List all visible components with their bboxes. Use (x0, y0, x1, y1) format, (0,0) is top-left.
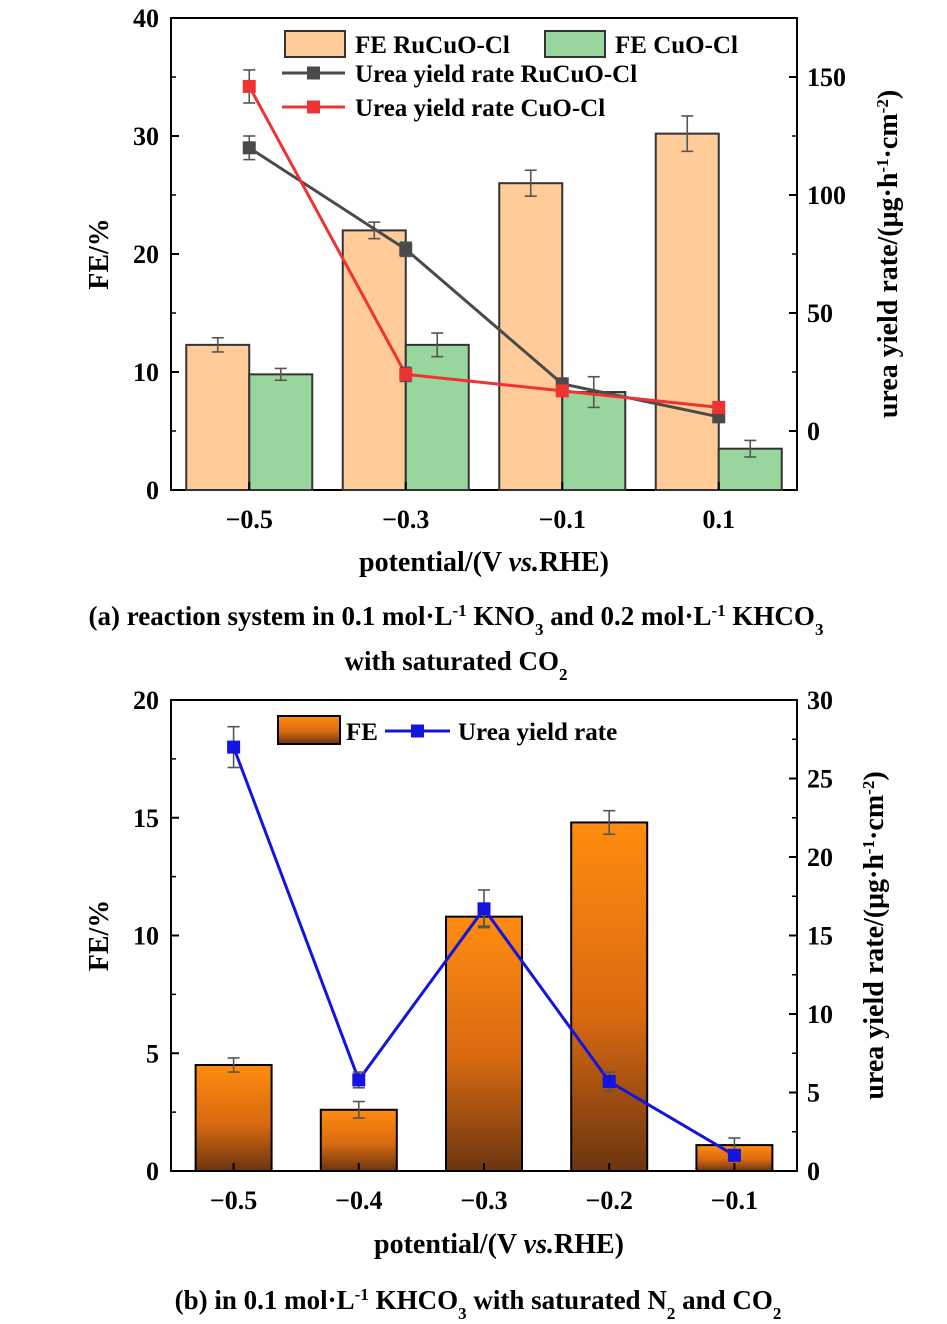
legend-label-fe: FE (346, 719, 378, 746)
legend-marker-urea (411, 724, 424, 738)
x-tick-label-b: −0.4 (335, 1186, 382, 1215)
right-tick-label-a: 50 (807, 299, 833, 328)
legend-swatch-cuo (544, 30, 606, 58)
bar-a-rucuo (654, 132, 720, 491)
legend-swatch-fe (277, 715, 341, 745)
x-tick-label-a: −0.5 (226, 505, 273, 534)
left-tick-label-b: 0 (146, 1157, 159, 1186)
y-axis-label-right-b: urea yield rate/(μg·h-1·cm-2) (859, 771, 891, 1099)
legend-marker-0 (307, 66, 320, 80)
error-bar-a (744, 439, 757, 458)
x-tick-label-b: −0.1 (711, 1186, 758, 1215)
right-tick-label-b: 0 (807, 1157, 820, 1186)
point-a-rucuo (399, 242, 413, 256)
x-tick-label-b: −0.5 (210, 1186, 257, 1215)
left-tick-label-b: 20 (133, 686, 159, 715)
point-b-urea (727, 1148, 741, 1162)
chart-panel-a: 0 10 20 30 40 0 50 100 150 −0.5 −0.3 −0.1 0.1 FE/% ure… (84, 4, 904, 684)
point-b-urea (602, 1075, 616, 1089)
line-a-rucuo (248, 146, 720, 419)
bar-a-cuo (248, 373, 314, 491)
caption-a-line2: with saturated CO2 (345, 646, 568, 684)
legend-label-rucuo: FE RuCuO-Cl (355, 32, 510, 59)
left-tick-label-b: 5 (146, 1039, 159, 1068)
bar-b-fe (445, 915, 523, 1172)
right-tick-label-b: 5 (807, 1079, 820, 1108)
bar-a-cuo (404, 343, 470, 491)
caption-b: (b) in 0.1 mol·L-1 KHCO3 with saturated … (175, 1285, 782, 1323)
left-tick-label-a: 20 (133, 240, 159, 269)
left-tick-label-a: 0 (146, 476, 159, 505)
right-tick-label-b: 10 (807, 1000, 833, 1029)
error-bar-b (352, 1100, 365, 1119)
left-tick-label-a: 30 (133, 122, 159, 151)
legend-label-cuo: FE CuO-Cl (615, 32, 738, 59)
error-bar-b (227, 1057, 240, 1073)
right-tick-label-a: 100 (807, 181, 846, 210)
right-tick-label-b: 25 (807, 765, 833, 794)
left-tick-label-b: 15 (133, 804, 159, 833)
x-tick-label-a: −0.1 (539, 505, 586, 534)
x-axis-label-a: potential/(V vs.RHE) (359, 547, 609, 578)
error-bar-a (431, 332, 444, 358)
left-tick-label-b: 10 (133, 922, 159, 951)
legend-marker-1 (307, 100, 320, 114)
bar-b-fe (570, 821, 649, 1173)
line-a-cuo (247, 85, 719, 409)
bar-a-rucuo (341, 229, 407, 491)
right-tick-label-b: 20 (807, 843, 833, 872)
legend-label-line-0: Urea yield rate RuCuO-Cl (355, 61, 637, 88)
right-tick-label-b: 30 (807, 686, 833, 715)
legend-label-line-1: Urea yield rate CuO-Cl (355, 95, 605, 122)
bar-b-fe (319, 1108, 398, 1173)
x-tick-label-b: −0.3 (460, 1186, 507, 1215)
error-bar-b (603, 809, 616, 836)
bar-a-rucuo (185, 343, 251, 491)
point-b-urea (227, 740, 241, 754)
left-tick-label-a: 10 (133, 358, 159, 387)
y-axis-label-right-a: urea yield rate/(μg·h-1·cm-2) (873, 90, 905, 418)
legend-label-urea: Urea yield rate (458, 719, 617, 746)
error-bar-a (211, 336, 224, 353)
error-bar-a (681, 115, 694, 153)
bar-a-rucuo (498, 182, 564, 491)
error-bar-a (274, 367, 287, 382)
point-b-urea (352, 1073, 366, 1087)
x-tick-label-a: −0.3 (382, 505, 429, 534)
right-tick-label-a: 0 (807, 417, 820, 446)
point-a-cuo (555, 384, 569, 398)
legend-b: FE Urea yield rate (277, 715, 617, 746)
bar-a-cuo (717, 447, 783, 492)
point-a-cuo (242, 79, 256, 93)
chart-panel-b: 0 5 10 15 20 0 5 10 15 20 25 30 −0.5 −0.4 −0.3 −0.2 −0.1… (84, 686, 890, 1323)
right-tick-label-a: 150 (807, 63, 846, 92)
bar-b-fe (194, 1064, 273, 1173)
right-tick-label-b: 15 (807, 922, 833, 951)
x-axis-label-b: potential/(V vs.RHE) (374, 1229, 624, 1260)
error-bar-a (524, 169, 537, 197)
legend-swatch-rucuo (284, 30, 346, 58)
point-a-rucuo (242, 141, 256, 155)
point-b-urea (477, 902, 491, 916)
x-tick-label-a: 0.1 (703, 505, 736, 534)
error-bar-a (587, 375, 600, 409)
left-tick-label-a: 40 (133, 4, 159, 33)
caption-a-line1: (a) reaction system in 0.1 mol·L-1 KNO3 … (89, 601, 824, 639)
y-axis-label-a: FE/% (84, 218, 115, 290)
x-tick-label-b: −0.2 (586, 1186, 633, 1215)
y-axis-label-b: FE/% (84, 900, 115, 972)
point-a-cuo (712, 400, 726, 414)
point-a-cuo (399, 367, 413, 381)
bar-a-cuo (561, 391, 627, 491)
